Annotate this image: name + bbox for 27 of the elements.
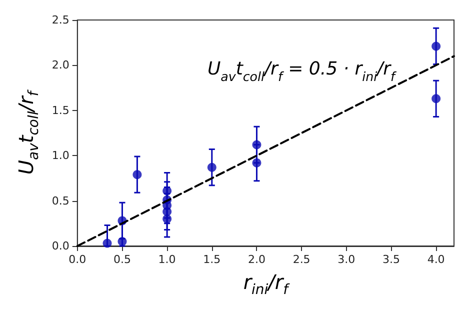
y-tick-label: 2.5	[52, 14, 70, 26]
y-tick-label: 0.0	[52, 240, 70, 252]
point	[432, 42, 441, 51]
x-tick-label: 4.0	[427, 253, 445, 266]
x-tick-label: 2.5	[292, 253, 310, 266]
x-tick-label: 3.5	[382, 253, 400, 266]
x-tick-label: 3.0	[338, 253, 356, 266]
point	[252, 140, 262, 150]
point	[102, 238, 112, 248]
point	[162, 186, 172, 196]
point	[432, 94, 441, 104]
point	[252, 158, 262, 168]
y-tick-label: 2.0	[52, 58, 70, 72]
x-tick-label: 1.5	[203, 253, 221, 266]
x-tick-label: 2.0	[248, 253, 266, 266]
point	[118, 236, 127, 246]
y-tick-label: 0.5	[52, 194, 70, 208]
y-tick-label: 1.5	[52, 104, 70, 117]
y-tick-label: 1.0	[52, 149, 70, 162]
point	[162, 207, 172, 216]
point	[132, 170, 142, 180]
x-tick-label: 0.0	[68, 253, 86, 266]
x-tick-label: 1.0	[158, 253, 176, 266]
y-axis-title: Uavtcoll/rf	[14, 89, 42, 175]
point	[162, 214, 172, 224]
x-tick-label: 0.5	[113, 253, 131, 266]
point	[207, 162, 216, 172]
